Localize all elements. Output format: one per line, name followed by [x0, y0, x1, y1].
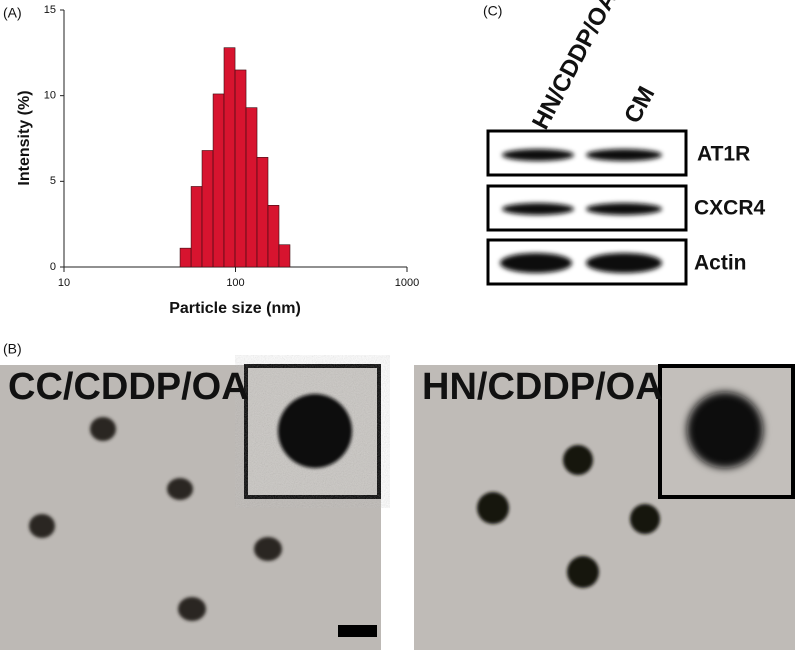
particle-zoom	[687, 392, 763, 468]
x-axis-label: Particle size (nm)	[169, 300, 301, 317]
x-tick-label: 10	[58, 277, 70, 289]
y-tick-label: 15	[44, 4, 56, 16]
bar	[278, 244, 291, 268]
tem-image	[0, 364, 381, 650]
blot-panel	[486, 129, 688, 286]
lane-label: CM	[619, 82, 660, 128]
particle	[167, 478, 193, 500]
bar	[201, 150, 214, 268]
protein-label: Actin	[694, 252, 747, 275]
protein-label: CXCR4	[694, 197, 766, 220]
particle	[630, 504, 660, 534]
bar	[245, 107, 258, 268]
particle	[178, 597, 206, 621]
panel-label: (A)	[3, 5, 22, 21]
bar	[179, 247, 192, 268]
particle	[477, 492, 509, 524]
particle	[90, 417, 116, 441]
bar	[267, 205, 280, 268]
panel-label: (B)	[3, 341, 22, 357]
blot-band	[586, 253, 662, 273]
tem-image	[414, 364, 795, 650]
blot-band	[500, 253, 572, 273]
protein-label: AT1R	[697, 143, 750, 166]
blot-band	[502, 149, 574, 161]
y-tick-label: 5	[50, 175, 56, 187]
bar	[190, 186, 203, 268]
y-axis-label: Intensity (%)	[16, 90, 33, 185]
particle	[29, 514, 55, 538]
particle	[563, 445, 593, 475]
x-tick-label: 1000	[395, 277, 419, 289]
blot-band	[586, 149, 662, 161]
x-tick-label: 100	[226, 277, 244, 289]
particle	[567, 556, 599, 588]
y-tick-label: 0	[50, 261, 56, 273]
image-label: CC/CDDP/OA	[8, 366, 249, 408]
bar	[256, 157, 269, 268]
panel-label: (C)	[483, 3, 502, 19]
blot-band	[502, 203, 574, 215]
bar	[223, 47, 236, 268]
particle-zoom	[278, 394, 352, 468]
particle	[254, 537, 282, 561]
lane-label: HN/CDDP/OA	[527, 0, 622, 134]
scale-bar	[338, 625, 377, 637]
bar	[234, 69, 247, 268]
y-tick-label: 10	[44, 90, 56, 102]
blot-band	[586, 203, 662, 215]
image-label: HN/CDDP/OA	[422, 366, 663, 408]
bar	[212, 93, 225, 268]
